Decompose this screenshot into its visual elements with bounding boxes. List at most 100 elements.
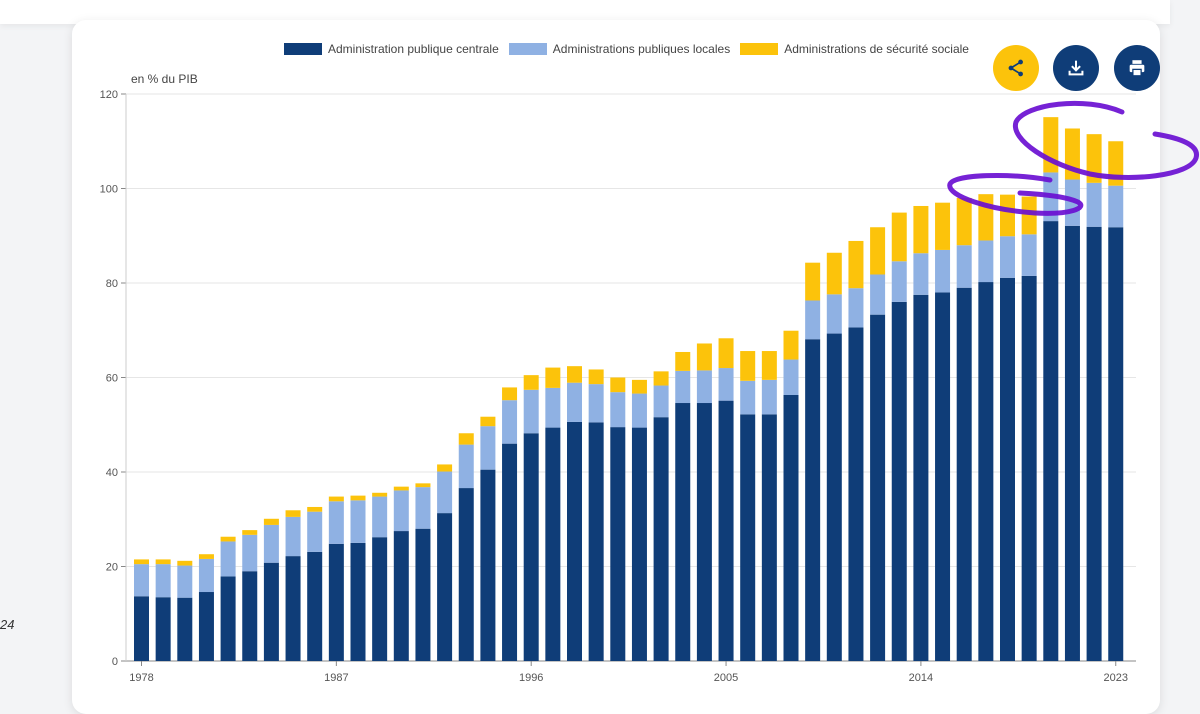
sidebar-fragment-text: 24 [0, 617, 15, 632]
annotation-circle-right [1012, 100, 1199, 180]
bar-segment [653, 385, 669, 418]
bar-segment [350, 495, 366, 501]
bar-segment [740, 380, 756, 415]
bar-segment [458, 444, 474, 489]
bar-segment [588, 422, 604, 661]
bar-segment [393, 531, 409, 661]
legend-swatch-central [284, 43, 322, 55]
bar-segment [523, 389, 539, 434]
bar-segment [675, 351, 691, 371]
bar-segment [870, 227, 886, 275]
bar-segment [675, 370, 691, 404]
bar-segment [307, 551, 323, 661]
bar-segment [978, 240, 994, 283]
bar-segment [1064, 179, 1080, 226]
bar-segment [978, 282, 994, 661]
bar-segment [220, 576, 236, 661]
bar-segment [393, 490, 409, 532]
bar-segment [415, 528, 431, 661]
bar-segment [1021, 234, 1037, 276]
bar-segment [242, 571, 258, 661]
bar-segment [415, 487, 431, 529]
y-tick-label: 80 [106, 278, 118, 290]
bar-segment [1086, 182, 1102, 227]
bar-segment [198, 558, 214, 593]
legend-swatch-local [508, 43, 547, 55]
bar-segment [545, 427, 561, 661]
bar-segment [631, 393, 647, 428]
chart-legend: Administration publique centrale Adminis… [284, 42, 969, 56]
bar-segment [588, 384, 604, 423]
bar-segment [328, 496, 344, 502]
x-tick-label: 1987 [324, 672, 348, 684]
bar-segment [285, 510, 301, 517]
bar-segment [653, 417, 669, 661]
bar-segment [155, 559, 171, 565]
bar-segment [935, 202, 951, 250]
bar-segment [805, 339, 821, 661]
share-button[interactable] [993, 45, 1039, 91]
bar-segment [285, 516, 301, 557]
bar-segment [870, 274, 886, 315]
legend-item-social[interactable]: Administrations de sécurité sociale [740, 42, 969, 56]
bar-segment [177, 597, 193, 661]
bar-segment [848, 240, 864, 289]
bar-segment [502, 387, 518, 401]
bar-segment [761, 351, 777, 380]
bar-segment [1021, 275, 1037, 661]
y-tick-label: 40 [106, 467, 118, 479]
bar-segment [1000, 194, 1015, 237]
bar-segment [177, 565, 193, 598]
bar-segment [1086, 134, 1102, 183]
legend-item-central[interactable]: Administration publique centrale [284, 42, 499, 56]
bar-segment [891, 212, 907, 262]
bar-segment [242, 534, 258, 572]
bar-segment [263, 518, 279, 525]
bar-segment [891, 301, 907, 661]
bar-segment [567, 421, 582, 661]
bar-segment [155, 564, 171, 598]
bar-segment [805, 300, 821, 340]
bar-segment [567, 382, 582, 422]
bar-segment [588, 369, 604, 385]
legend-swatch-social [740, 43, 779, 55]
bar-segment [458, 433, 474, 445]
bar-segment [307, 506, 323, 512]
legend-item-local[interactable]: Administrations publiques locales [508, 42, 730, 56]
bar-segment [263, 524, 279, 563]
bar-segment [480, 426, 496, 470]
bar-segment [328, 543, 344, 661]
bar-segment [1108, 185, 1124, 228]
download-button[interactable] [1053, 45, 1099, 91]
bar-segment [870, 314, 886, 661]
bar-segment [826, 252, 842, 295]
bar-segment [437, 513, 453, 661]
bar-segment [675, 403, 691, 661]
bar-segment [1108, 227, 1124, 661]
bar-segment [740, 351, 756, 381]
bar-segment [696, 343, 712, 371]
bar-segment [567, 366, 582, 383]
bar-segment [134, 564, 149, 597]
bar-segment [956, 245, 972, 288]
bar-segment [198, 592, 214, 661]
bar-segment [978, 194, 994, 241]
bar-segment [545, 387, 561, 428]
bar-segment [372, 492, 388, 497]
bar-segment [956, 197, 972, 246]
bar-segment [134, 596, 149, 661]
print-button[interactable] [1114, 45, 1160, 91]
bar-segment [913, 294, 929, 661]
bar-segment [1000, 277, 1015, 661]
bar-segment [848, 288, 864, 328]
bar-segment [437, 464, 453, 472]
y-tick-label: 0 [112, 656, 118, 668]
bar-segment [653, 371, 669, 386]
bar-segment [631, 427, 647, 661]
bar-segment [783, 394, 799, 661]
bar-segment [913, 253, 929, 295]
bar-segment [372, 496, 388, 538]
bar-segment [502, 400, 518, 444]
bar-segment [437, 471, 453, 514]
